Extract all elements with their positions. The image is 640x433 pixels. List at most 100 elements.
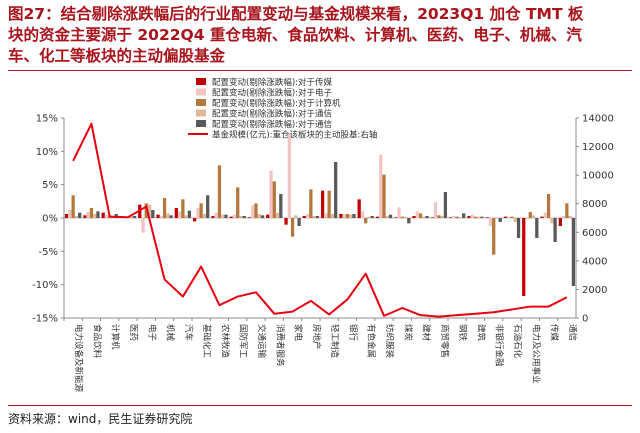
bar <box>257 214 261 218</box>
bar <box>236 187 240 218</box>
bar <box>492 218 496 255</box>
legend-label: 配置变动(剔除涨跌幅):对于计算机 <box>212 98 341 109</box>
left-tick-label: 15% <box>36 114 58 125</box>
bar <box>279 194 283 218</box>
bar <box>302 216 306 218</box>
left-tick-label: 0% <box>42 214 58 225</box>
x-tick-label: 轻工制造 <box>329 324 340 359</box>
bar <box>104 214 109 218</box>
bar <box>147 204 152 218</box>
bar <box>192 218 197 222</box>
x-tick-label: 有色金属 <box>366 324 377 358</box>
bar <box>254 203 258 218</box>
bar <box>425 216 429 218</box>
bar <box>242 216 246 218</box>
bar <box>221 214 225 218</box>
legend: 配置变动(剔除涨跌幅):对于传媒配置变动(剔除涨跌幅):对于电子配置变动(剔除涨… <box>188 77 377 141</box>
series-line <box>72 122 568 318</box>
bar <box>294 215 298 218</box>
bar <box>272 181 276 218</box>
bar <box>488 218 493 226</box>
bar <box>260 215 265 218</box>
bar <box>452 216 456 218</box>
figure-title: 图27：结合剔除涨跌幅后的行业配置变动与基金规模来看，2023Q1 加仓 TMT… <box>8 4 632 67</box>
bar <box>284 218 288 225</box>
right-tick-label: 2000 <box>582 285 607 296</box>
bar <box>528 212 532 218</box>
bar <box>553 218 557 242</box>
bar <box>86 212 90 218</box>
bar <box>68 210 72 218</box>
bar <box>440 216 444 218</box>
footer-rule <box>8 405 632 406</box>
bar <box>144 203 148 218</box>
bar <box>367 216 371 218</box>
bar <box>181 199 185 218</box>
bar <box>561 216 566 218</box>
bar <box>364 218 368 224</box>
bar <box>89 208 94 218</box>
bar <box>196 208 200 218</box>
bar <box>71 195 75 218</box>
bar <box>309 189 313 218</box>
legend-swatch <box>196 109 206 117</box>
x-tick-label: 计算机 <box>110 324 121 350</box>
bar <box>571 218 576 286</box>
bar <box>266 214 270 218</box>
left-axis: -15% -10% -5% 0% 5% 10% 15% <box>32 114 65 325</box>
title-line-1: 图27：结合剔除涨跌幅后的行业配置变动与基金规模来看，2023Q1 加仓 TMT… <box>8 5 584 23</box>
x-tick-label: 医药 <box>128 324 139 341</box>
bar <box>498 218 502 222</box>
bar <box>458 217 463 218</box>
bar <box>324 213 328 218</box>
bar <box>407 218 411 224</box>
bar <box>275 212 280 218</box>
bar <box>211 216 215 218</box>
x-tick-label: 煤炭 <box>402 324 413 342</box>
source-note: 资料来源：wind，民生证券研究院 <box>8 412 193 426</box>
bar <box>473 216 478 218</box>
bar <box>342 214 346 218</box>
bar <box>83 215 87 218</box>
bar <box>184 215 188 218</box>
bar <box>352 214 356 218</box>
bar <box>400 216 404 218</box>
bar <box>437 215 441 218</box>
bar <box>177 211 182 218</box>
bar <box>375 216 380 218</box>
left-tick-label: 10% <box>36 147 58 158</box>
bar <box>522 218 526 296</box>
bar <box>345 214 350 218</box>
bar <box>132 216 137 218</box>
x-tick-label: 建材 <box>421 324 432 342</box>
x-tick-label: 纺织服装 <box>384 324 395 359</box>
x-tick-label: 消费者服务 <box>274 324 285 367</box>
bar <box>507 216 511 218</box>
bars <box>64 134 576 296</box>
bar <box>525 218 529 220</box>
x-tick-label: 银行 <box>347 324 358 342</box>
x-tick-label: 传媒 <box>549 324 560 342</box>
bar <box>546 194 551 218</box>
x-tick-label: 机械 <box>165 324 176 342</box>
bar <box>166 213 170 218</box>
legend-swatch <box>196 99 206 106</box>
bar <box>327 190 331 218</box>
x-tick-label: 家电 <box>293 324 304 342</box>
bar <box>169 215 173 218</box>
bar <box>558 218 562 226</box>
right-tick-label: 8000 <box>582 199 607 210</box>
bar <box>510 216 514 218</box>
left-tick-label: -10% <box>32 280 58 291</box>
bar <box>360 211 365 218</box>
bar <box>151 210 155 218</box>
right-tick-label: 12000 <box>582 142 614 153</box>
bar <box>394 217 398 218</box>
bar <box>422 216 426 218</box>
bar <box>503 216 508 218</box>
bar <box>315 216 320 218</box>
bar <box>531 215 536 218</box>
bar <box>412 216 416 218</box>
bar <box>232 214 237 218</box>
bar <box>540 216 544 218</box>
